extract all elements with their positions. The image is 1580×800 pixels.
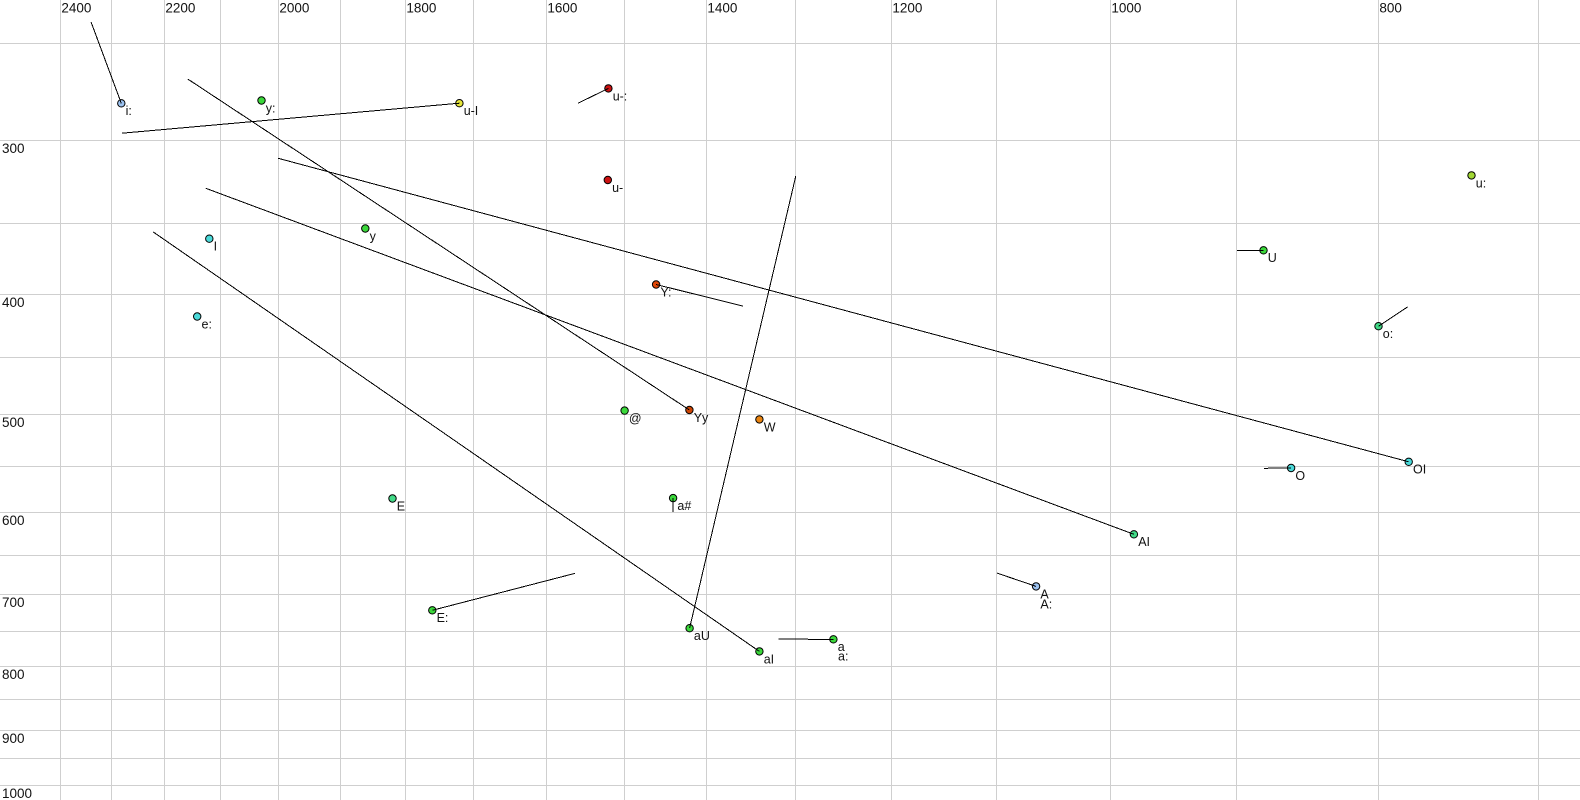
svg-text:1600: 1600 — [547, 0, 577, 15]
svg-text:1800: 1800 — [406, 0, 436, 15]
svg-text:y: y — [370, 229, 377, 243]
svg-text:900: 900 — [2, 731, 25, 746]
svg-text:800: 800 — [1379, 0, 1402, 15]
svg-text:400: 400 — [2, 295, 25, 310]
svg-text:O: O — [1295, 469, 1305, 483]
svg-text:W: W — [764, 420, 776, 434]
svg-text:1000: 1000 — [2, 786, 32, 800]
svg-text:u-I: u-I — [464, 104, 479, 118]
svg-text:1200: 1200 — [892, 0, 922, 15]
svg-text:AI: AI — [1138, 535, 1150, 549]
svg-text:600: 600 — [2, 513, 25, 528]
svg-text:o:: o: — [1383, 327, 1393, 341]
svg-text:700: 700 — [2, 595, 25, 610]
svg-text:a: a — [838, 640, 845, 654]
svg-text:E:: E: — [437, 611, 449, 625]
svg-text:500: 500 — [2, 415, 25, 430]
svg-text:u-: u- — [612, 181, 623, 195]
svg-text:Y:: Y: — [660, 285, 671, 299]
svg-text:u:: u: — [1476, 176, 1486, 190]
svg-text:U: U — [1268, 251, 1277, 265]
svg-text:E: E — [397, 499, 405, 513]
svg-text:u-:: u-: — [613, 89, 628, 103]
svg-text:1000: 1000 — [1111, 0, 1141, 15]
svg-text:@: @ — [629, 412, 642, 426]
svg-text:2200: 2200 — [165, 0, 195, 15]
svg-text:2400: 2400 — [61, 0, 91, 15]
svg-text:e:: e: — [202, 317, 212, 331]
svg-text:aI: aI — [764, 652, 774, 666]
svg-text:Yy: Yy — [694, 411, 709, 425]
svg-text:a#: a# — [677, 499, 691, 513]
svg-text:i:: i: — [126, 104, 132, 118]
svg-text:aU: aU — [694, 629, 710, 643]
svg-text:A:: A: — [1040, 598, 1052, 612]
svg-text:1400: 1400 — [707, 0, 737, 15]
svg-text:OI: OI — [1413, 463, 1426, 477]
svg-text:800: 800 — [2, 667, 25, 682]
svg-text:300: 300 — [2, 141, 25, 156]
svg-text:A: A — [1040, 587, 1049, 601]
svg-text:I: I — [214, 240, 217, 254]
svg-text:a:: a: — [838, 650, 848, 664]
svg-text:y:: y: — [266, 101, 276, 115]
svg-text:2000: 2000 — [279, 0, 309, 15]
